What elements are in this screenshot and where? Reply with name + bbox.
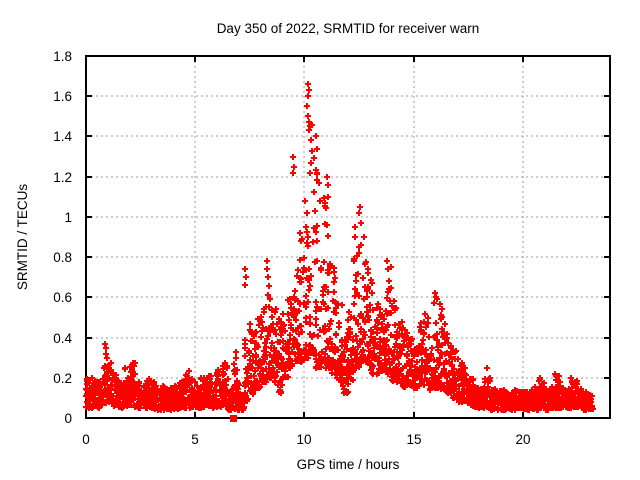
y-axis-tick-labels: 0 0.2 0.4 0.6 0.8 1 1.2 1.4 1.6 1.8	[53, 49, 72, 426]
srmtid-points-path	[83, 81, 596, 413]
x-tick-label: 0	[82, 432, 90, 447]
y-tick-label: 1.8	[53, 49, 72, 64]
x-tick-label: 10	[296, 432, 311, 447]
y-tick-label: 0	[64, 411, 72, 426]
x-tick-label: 5	[191, 432, 199, 447]
x-tick-label: 15	[406, 432, 421, 447]
y-tick-label: 1.6	[53, 89, 72, 104]
y-tick-label: 0.8	[53, 250, 72, 265]
y-tick-label: 1.2	[53, 170, 72, 185]
x-axis-label: GPS time / hours	[297, 457, 400, 472]
plot-border	[85, 55, 611, 419]
x-tick-label: 20	[515, 432, 530, 447]
x-axis-tick-labels: 0 5 10 15 20	[82, 432, 530, 447]
y-axis-label: SRMTID / TECUs	[15, 184, 30, 291]
y-tick-label: 0.2	[53, 371, 72, 386]
y-tick-label: 1	[64, 210, 72, 225]
tick-marks-path	[85, 55, 610, 419]
axis-ticks	[85, 55, 610, 419]
y-tick-label: 1.4	[53, 129, 72, 144]
y-tick-label: 0.6	[53, 290, 72, 305]
chart-title: Day 350 of 2022, SRMTID for receiver war…	[217, 21, 480, 36]
y-tick-label: 0.4	[53, 331, 72, 346]
scatter-points	[83, 81, 596, 422]
special-square-marker	[230, 415, 237, 422]
